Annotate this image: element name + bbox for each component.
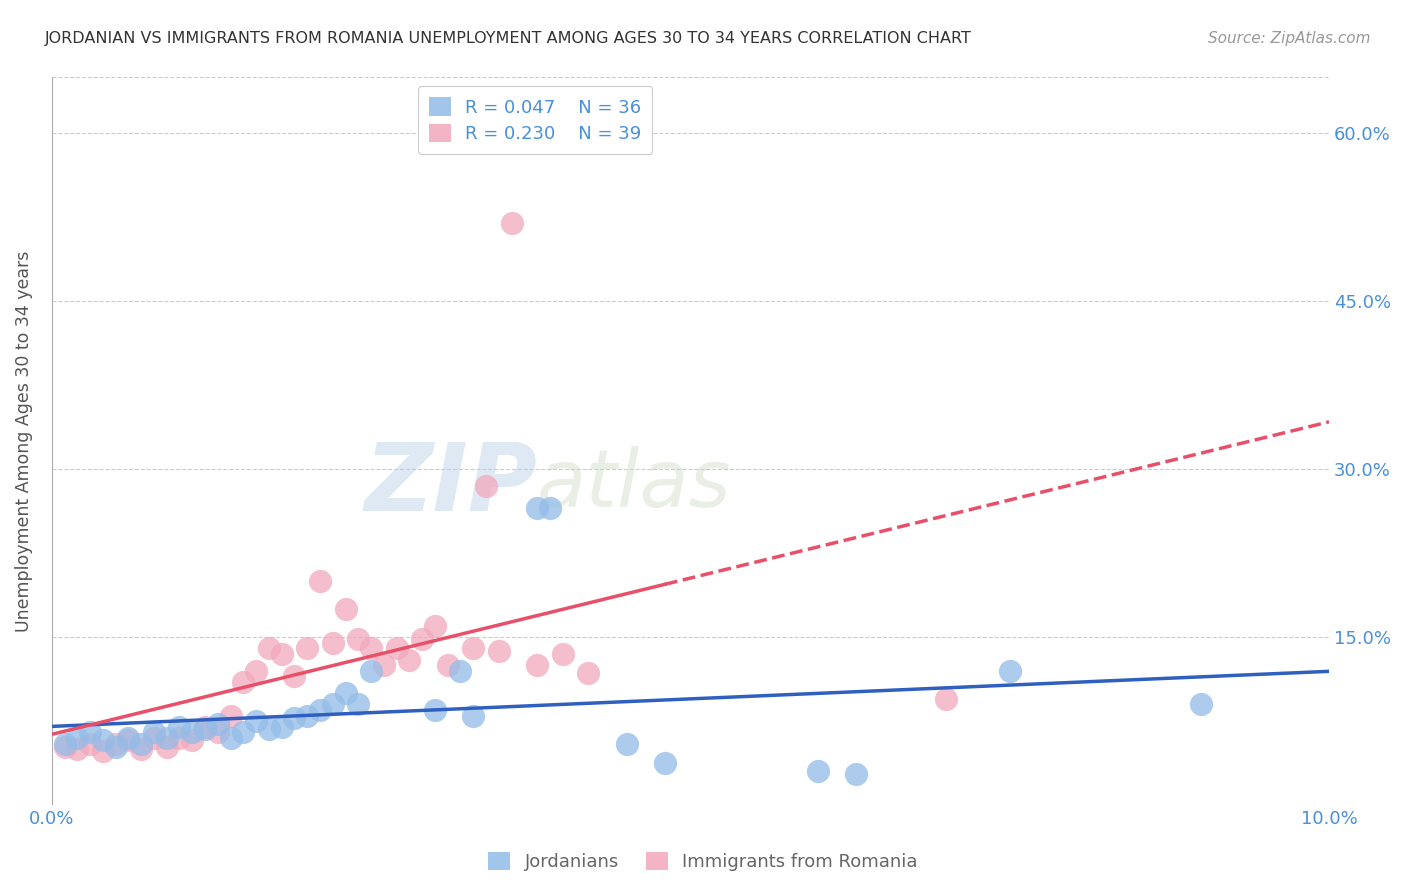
Point [207, 725, 229, 739]
Legend: Jordanians, Immigrants from Romania: Jordanians, Immigrants from Romania [481, 845, 925, 879]
Point [501, 216, 523, 230]
Y-axis label: Unemployment Among Ages 30 to 34 years: Unemployment Among Ages 30 to 34 years [15, 251, 32, 632]
Point [998, 664, 1021, 678]
Point [66, 731, 89, 745]
Point [66, 742, 89, 756]
Point [169, 731, 191, 745]
Point [475, 479, 498, 493]
Point [53, 739, 76, 754]
Point [232, 675, 254, 690]
Text: Source: ZipAtlas.com: Source: ZipAtlas.com [1208, 31, 1371, 46]
Legend: R = 0.047    N = 36, R = 0.230    N = 39: R = 0.047 N = 36, R = 0.230 N = 39 [419, 87, 652, 154]
Point [91, 733, 114, 747]
Point [538, 501, 561, 516]
Point [309, 703, 332, 717]
Point [194, 722, 217, 736]
Text: atlas: atlas [537, 446, 733, 524]
Point [423, 703, 446, 717]
Point [79, 737, 101, 751]
Point [142, 725, 165, 739]
Point [156, 739, 179, 754]
Point [616, 737, 638, 751]
Point [385, 641, 408, 656]
Point [257, 722, 280, 736]
Point [194, 720, 217, 734]
Point [526, 658, 548, 673]
Point [129, 737, 152, 751]
Point [295, 641, 318, 656]
Point [283, 711, 305, 725]
Text: ZIP: ZIP [364, 439, 537, 531]
Point [526, 501, 548, 516]
Point [270, 647, 292, 661]
Point [398, 652, 420, 666]
Point [436, 658, 458, 673]
Point [79, 725, 101, 739]
Point [142, 731, 165, 745]
Point [245, 714, 267, 728]
Point [295, 708, 318, 723]
Point [156, 731, 179, 745]
Point [181, 725, 204, 739]
Point [335, 686, 357, 700]
Point [450, 664, 472, 678]
Point [347, 698, 370, 712]
Point [845, 766, 868, 780]
Point [117, 733, 139, 747]
Point [104, 737, 127, 751]
Point [576, 665, 599, 680]
Point [423, 619, 446, 633]
Point [463, 708, 485, 723]
Point [91, 744, 114, 758]
Point [322, 636, 344, 650]
Point [207, 717, 229, 731]
Point [129, 742, 152, 756]
Point [551, 647, 574, 661]
Point [322, 698, 344, 712]
Point [463, 641, 485, 656]
Point [232, 725, 254, 739]
Point [360, 664, 382, 678]
Text: JORDANIAN VS IMMIGRANTS FROM ROMANIA UNEMPLOYMENT AMONG AGES 30 TO 34 YEARS CORR: JORDANIAN VS IMMIGRANTS FROM ROMANIA UNE… [45, 31, 972, 46]
Point [347, 632, 370, 647]
Point [117, 731, 139, 745]
Point [104, 739, 127, 754]
Point [283, 669, 305, 683]
Point [309, 574, 332, 589]
Point [169, 720, 191, 734]
Point [488, 643, 510, 657]
Point [219, 708, 242, 723]
Point [360, 641, 382, 656]
Point [245, 664, 267, 678]
Point [219, 731, 242, 745]
Point [807, 764, 830, 779]
Point [411, 632, 433, 647]
Point [53, 737, 76, 751]
Point [270, 720, 292, 734]
Point [335, 602, 357, 616]
Point [935, 691, 957, 706]
Point [373, 658, 395, 673]
Point [257, 641, 280, 656]
Point [181, 733, 204, 747]
Point [1189, 698, 1212, 712]
Point [654, 756, 676, 770]
